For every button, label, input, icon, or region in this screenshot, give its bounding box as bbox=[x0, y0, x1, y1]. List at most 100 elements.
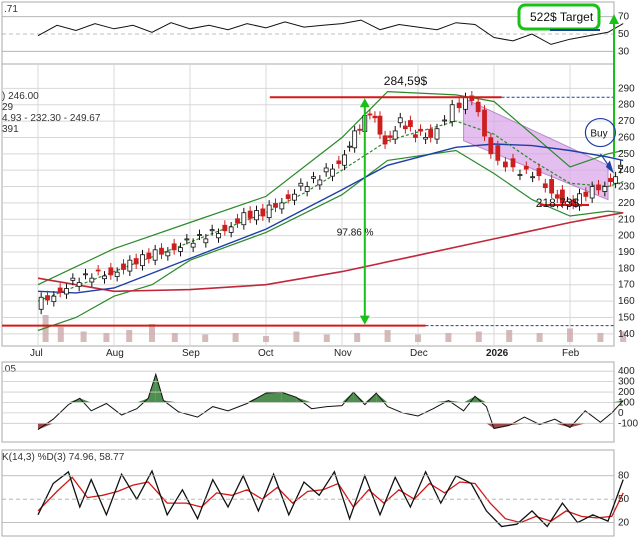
cci-positive-fill bbox=[342, 392, 354, 403]
candle-body bbox=[114, 271, 120, 277]
buy-annotation: Buy bbox=[590, 129, 607, 140]
price-tick-label: 180 bbox=[618, 263, 635, 274]
stoch-panel: K(14,3) %D(3) 74.96, 58.77 20 50 80 bbox=[1, 449, 630, 537]
candle-body bbox=[560, 189, 565, 204]
stoch-tick-label: 80 bbox=[618, 471, 630, 482]
candle-body bbox=[197, 234, 202, 236]
rsi-panel-frame bbox=[1, 1, 615, 65]
volume-bar bbox=[232, 333, 239, 342]
month-label: Dec bbox=[410, 348, 428, 359]
candle-body bbox=[347, 145, 353, 148]
legend-line: 29 bbox=[2, 102, 14, 113]
buy-circle bbox=[584, 117, 617, 148]
candle-body bbox=[382, 135, 388, 145]
volume-bar bbox=[445, 333, 452, 342]
volume-bar bbox=[149, 324, 155, 342]
candle-body bbox=[51, 295, 57, 303]
candle-body bbox=[488, 137, 494, 155]
candle-body bbox=[184, 238, 190, 241]
candle-body bbox=[392, 130, 398, 140]
candle-body bbox=[377, 115, 383, 135]
candle-body bbox=[64, 288, 69, 295]
candle-body bbox=[367, 113, 373, 116]
downtrend-channel bbox=[463, 97, 609, 201]
candle-body bbox=[428, 128, 434, 138]
stoch-tick-label: 20 bbox=[618, 518, 630, 529]
legend-line: ) 246.00 bbox=[2, 91, 39, 102]
cci-tick-label: 100 bbox=[618, 397, 635, 408]
candle-body bbox=[298, 182, 304, 187]
volume-bar bbox=[415, 334, 421, 342]
price-tick-label: 200 bbox=[618, 231, 635, 242]
candle-body bbox=[372, 115, 378, 119]
month-label: Nov bbox=[334, 348, 352, 359]
candle-body bbox=[482, 109, 487, 137]
month-label: Aug bbox=[106, 348, 124, 359]
candle-body bbox=[171, 243, 177, 251]
price-tick-label: 160 bbox=[618, 296, 635, 307]
price-tick-label: 210 bbox=[618, 214, 635, 225]
bollinger-upper-line bbox=[37, 90, 624, 286]
stoch-k-line bbox=[37, 469, 624, 528]
rsi-panel: .71 30 50 70 bbox=[1, 1, 630, 65]
candle-body bbox=[216, 233, 221, 239]
percent-annotation: 97.86 % bbox=[337, 228, 374, 239]
candle-body bbox=[292, 193, 297, 201]
candle-body bbox=[89, 277, 95, 283]
stoch-panel-frame bbox=[1, 449, 615, 537]
candle-body bbox=[618, 164, 624, 169]
candle-body bbox=[146, 252, 152, 259]
candle-body bbox=[442, 119, 448, 122]
price-tick-label: 190 bbox=[618, 247, 635, 258]
candle-body bbox=[475, 101, 481, 113]
candle-body bbox=[140, 254, 145, 267]
rsi-tick-label: 70 bbox=[618, 12, 630, 23]
ma-short-line bbox=[37, 120, 624, 302]
price-tick-label: 290 bbox=[618, 83, 635, 94]
candle-body bbox=[357, 128, 363, 131]
volume-bar bbox=[57, 327, 64, 342]
rsi-label: .71 bbox=[4, 4, 18, 15]
candle-body bbox=[121, 263, 126, 270]
ma-long-line bbox=[37, 211, 624, 293]
cci-tick-label: 0 bbox=[618, 408, 624, 419]
candle-body bbox=[554, 194, 560, 199]
cci-positive-fill bbox=[611, 400, 624, 403]
candle-body bbox=[608, 177, 613, 183]
price-tick-label: 150 bbox=[618, 312, 635, 323]
candle-body bbox=[222, 224, 228, 232]
candle-body bbox=[456, 102, 462, 109]
cci-positive-fill bbox=[463, 396, 475, 403]
legend-line: 4.93 - 232.30 - 249.67 bbox=[2, 113, 101, 124]
candle-body bbox=[165, 251, 171, 257]
volume-bar bbox=[103, 333, 110, 342]
cci-line bbox=[37, 372, 624, 431]
measure-arrow-head-up bbox=[359, 98, 370, 108]
candle-body bbox=[311, 176, 316, 179]
candle-body bbox=[45, 295, 50, 301]
candle-body bbox=[495, 145, 501, 161]
candle-body bbox=[463, 97, 468, 110]
price-tick-label: 250 bbox=[618, 149, 635, 160]
candle-body bbox=[418, 128, 423, 132]
cci-positive-fill bbox=[376, 393, 388, 403]
candle-body bbox=[57, 287, 63, 293]
candle-body bbox=[602, 186, 608, 192]
price-tick-label: 230 bbox=[618, 182, 635, 193]
price-tick-label: 170 bbox=[618, 280, 635, 291]
candle-body bbox=[342, 154, 347, 166]
cci-label: .05 bbox=[2, 364, 16, 375]
month-label: Jul bbox=[30, 348, 43, 359]
rsi-line bbox=[37, 19, 624, 45]
candle-body bbox=[108, 267, 114, 276]
cci-negative-fill bbox=[554, 423, 570, 428]
volume-bar bbox=[567, 328, 573, 342]
price-tick-label: 140 bbox=[618, 329, 635, 340]
candle-body bbox=[330, 168, 335, 177]
measure-arrow-head-down bbox=[359, 315, 370, 325]
volume-bar bbox=[536, 333, 543, 342]
month-label: 2026 bbox=[486, 348, 509, 359]
candle-body bbox=[407, 120, 413, 127]
